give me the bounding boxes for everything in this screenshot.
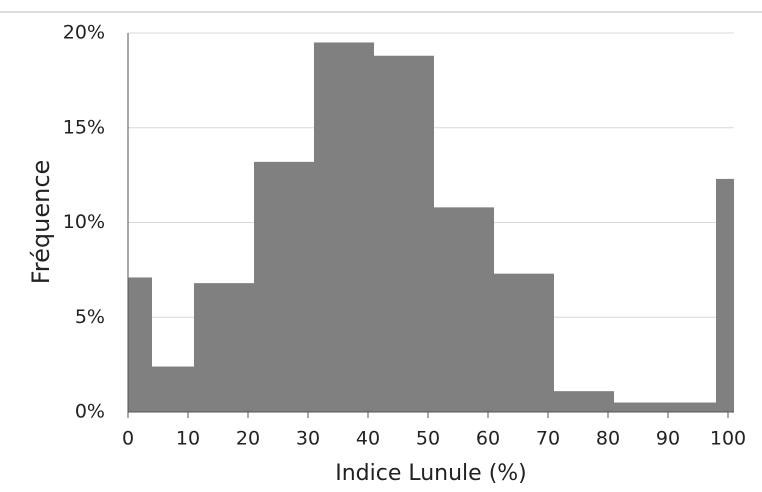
bar <box>194 283 254 412</box>
bar <box>314 42 374 412</box>
y-tick-label: 20% <box>63 22 105 44</box>
x-axis-label: Indice Lunule (%) <box>335 461 527 486</box>
y-tick-label: 5% <box>75 306 105 328</box>
x-tick-label: 50 <box>416 428 440 450</box>
bar <box>614 402 716 412</box>
y-tick-label: 0% <box>75 401 105 423</box>
x-tick-label: 20 <box>236 428 260 450</box>
x-tick-label: 100 <box>710 428 746 450</box>
x-tick-label: 60 <box>476 428 500 450</box>
x-tick-label: 70 <box>536 428 560 450</box>
bar <box>494 273 554 412</box>
y-tick-label: 10% <box>63 211 105 233</box>
x-tick-label: 90 <box>656 428 680 450</box>
y-axis-label: Fréquence <box>27 160 55 285</box>
bar <box>254 161 314 412</box>
bar <box>434 207 494 412</box>
x-tick-label: 10 <box>176 428 200 450</box>
x-tick-label: 80 <box>596 428 620 450</box>
bar <box>152 366 194 412</box>
bar <box>716 178 734 412</box>
bar <box>554 391 614 412</box>
y-tick-label: 15% <box>63 116 105 138</box>
bar <box>128 277 152 412</box>
x-tick-label: 40 <box>356 428 380 450</box>
bar <box>374 55 434 413</box>
x-tick-label: 0 <box>122 428 134 450</box>
x-tick-label: 30 <box>296 428 320 450</box>
